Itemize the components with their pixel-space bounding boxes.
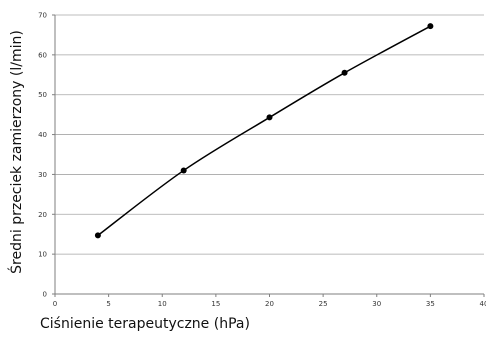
x-tick-label: 25	[319, 300, 328, 308]
y-tick-label: 60	[38, 51, 47, 59]
series-line	[97, 25, 431, 237]
y-tick-label: 50	[38, 91, 47, 99]
data-point	[341, 69, 348, 76]
x-tick-label: 40	[480, 300, 486, 308]
x-tick-label: 30	[372, 300, 381, 308]
data-point	[94, 232, 101, 239]
x-tick-label: 0	[53, 300, 57, 308]
data-point	[180, 167, 187, 174]
y-tick-label: 70	[38, 12, 47, 20]
x-tick-label: 15	[211, 300, 220, 308]
x-axis-title: Ciśnienie terapeutyczne (hPa)	[40, 316, 250, 332]
x-tick-label: 20	[265, 300, 274, 308]
y-tick-label: 10	[38, 251, 47, 259]
y-tick-label: 20	[38, 211, 47, 219]
x-tick-label: 10	[158, 300, 167, 308]
y-tick-label: 30	[38, 171, 47, 179]
data-point	[266, 114, 273, 121]
data-point	[427, 23, 434, 30]
gridlines	[55, 14, 484, 255]
y-tick-label: 0	[43, 291, 47, 299]
x-tick-label: 35	[426, 300, 435, 308]
data-series	[94, 23, 434, 239]
y-tick-label: 40	[38, 131, 47, 139]
y-axis-title: Średni przeciek zamierzony (l/min)	[7, 30, 25, 274]
x-tick-label: 5	[106, 300, 110, 308]
axes	[52, 14, 485, 297]
tick-labels: 0 10 20 30 40 50 60 70 0 5 10 15 20 25 30 35 40	[38, 12, 486, 309]
